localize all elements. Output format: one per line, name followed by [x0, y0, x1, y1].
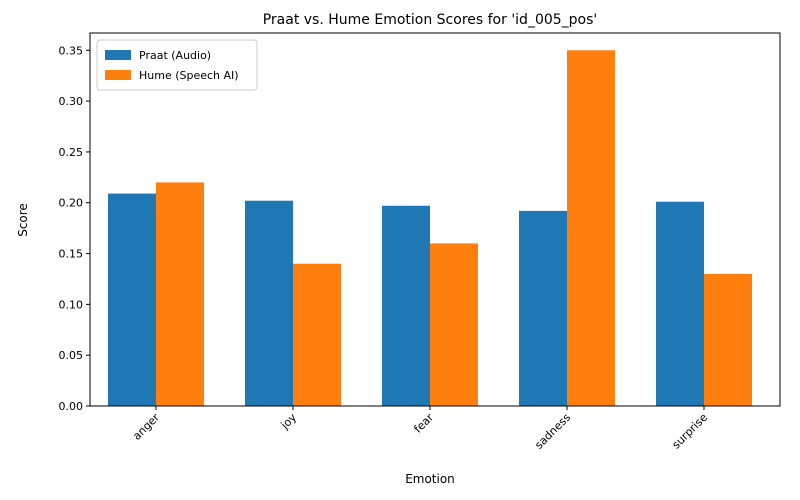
legend: Praat (Audio) Hume (Speech AI)	[96, 39, 258, 91]
legend-swatch-series-0	[105, 50, 131, 60]
y-tick-label: 0.20	[59, 197, 84, 210]
plot-frame	[89, 32, 781, 407]
bar-joy-series-0	[245, 200, 293, 406]
legend-swatch-series-1	[105, 70, 131, 80]
chart-title: Praat vs. Hume Emotion Scores for 'id_00…	[263, 12, 598, 28]
bars-group	[108, 50, 752, 407]
legend-label-series-0: Praat (Audio)	[139, 49, 211, 62]
y-tick-label: 0.00	[59, 400, 84, 413]
legend-label-series-1: Hume (Speech AI)	[139, 69, 239, 82]
bar-anger-series-0	[108, 193, 156, 406]
bar-joy-series-1	[293, 263, 341, 406]
y-tick-label: 0.10	[59, 298, 84, 311]
y-tick-label: 0.25	[59, 146, 84, 159]
x-tick-label-sadness: sadness	[532, 411, 573, 452]
y-tick-label: 0.05	[59, 349, 84, 362]
legend-box	[96, 39, 258, 91]
bar-fear-series-1	[430, 243, 478, 406]
bar-sadness-series-0	[519, 210, 567, 406]
x-axis-label: Emotion	[405, 472, 455, 486]
x-tick-label-anger: anger	[130, 411, 162, 443]
y-axis-ticks: 0.00 0.05 0.10 0.15 0.20 0.25 0.30 0.35	[59, 44, 90, 413]
x-tick-label-joy: joy	[278, 411, 300, 433]
bar-surprise-series-0	[656, 201, 704, 406]
x-axis-ticks: anger joy fear sadness surprise	[130, 406, 710, 452]
y-tick-label: 0.30	[59, 95, 84, 108]
y-tick-label: 0.35	[59, 44, 84, 57]
bar-anger-series-1	[156, 182, 204, 406]
bar-surprise-series-1	[704, 273, 752, 406]
y-tick-label: 0.15	[59, 248, 84, 261]
y-axis-label: Score	[16, 203, 30, 237]
bar-sadness-series-1	[567, 50, 615, 407]
x-tick-label-fear: fear	[411, 411, 436, 436]
bar-fear-series-0	[382, 205, 430, 406]
x-tick-label-surprise: surprise	[670, 411, 711, 452]
